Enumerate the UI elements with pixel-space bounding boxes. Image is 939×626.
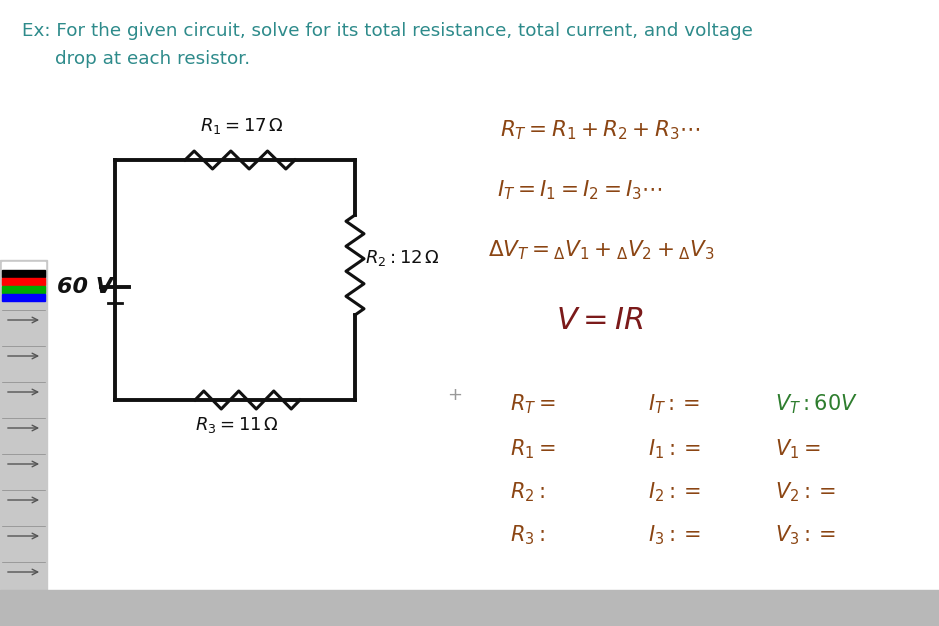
Text: $V_T : 60V$: $V_T : 60V$ bbox=[775, 392, 858, 416]
Bar bbox=[2, 286, 45, 293]
Text: Ex: For the given circuit, solve for its total resistance, total current, and vo: Ex: For the given circuit, solve for its… bbox=[22, 22, 753, 40]
Text: $V = IR$: $V = IR$ bbox=[556, 305, 644, 336]
Text: $I_1 :=$: $I_1 :=$ bbox=[648, 437, 700, 461]
Text: 60 V: 60 V bbox=[57, 277, 113, 297]
Text: $V_3 :=$: $V_3 :=$ bbox=[775, 523, 836, 546]
Text: $I_2 :=$: $I_2 :=$ bbox=[648, 480, 700, 503]
Text: $R_3 :$: $R_3 :$ bbox=[510, 523, 546, 546]
Text: $R_1 = 17\,\Omega$: $R_1 = 17\,\Omega$ bbox=[200, 116, 284, 136]
Bar bbox=[2, 294, 45, 301]
Text: $R_T =$: $R_T =$ bbox=[510, 392, 556, 416]
Bar bbox=[0, 260, 47, 600]
Text: $R_2 :$: $R_2 :$ bbox=[510, 480, 546, 503]
Bar bbox=[2, 278, 45, 285]
Bar bbox=[0, 590, 939, 626]
Text: $R_1 =$: $R_1 =$ bbox=[510, 437, 556, 461]
Text: $I_3 :=$: $I_3 :=$ bbox=[648, 523, 700, 546]
Text: $I_T = I_1 = I_2 = I_3\cdots$: $I_T = I_1 = I_2 = I_3\cdots$ bbox=[497, 178, 663, 202]
Text: $\Delta V_T = {}_{\Delta}V_1 + {}_{\Delta}V_2 + {}_{\Delta}V_3$: $\Delta V_T = {}_{\Delta}V_1 + {}_{\Delt… bbox=[488, 238, 715, 262]
Text: $V_2 :=$: $V_2 :=$ bbox=[775, 480, 836, 503]
Text: $R_T = R_1 + R_2 + R_3\cdots$: $R_T = R_1 + R_2 + R_3\cdots$ bbox=[500, 118, 700, 141]
Text: $I_T :=$: $I_T :=$ bbox=[648, 392, 700, 416]
Bar bbox=[2, 262, 45, 269]
Text: $R_2: 12\,\Omega$: $R_2: 12\,\Omega$ bbox=[365, 248, 440, 268]
Text: +: + bbox=[448, 386, 463, 404]
Text: $R_3 = 11\,\Omega$: $R_3 = 11\,\Omega$ bbox=[195, 415, 279, 435]
Text: drop at each resistor.: drop at each resistor. bbox=[55, 50, 250, 68]
Text: $V_1 =$: $V_1 =$ bbox=[775, 437, 821, 461]
Bar bbox=[2, 270, 45, 277]
